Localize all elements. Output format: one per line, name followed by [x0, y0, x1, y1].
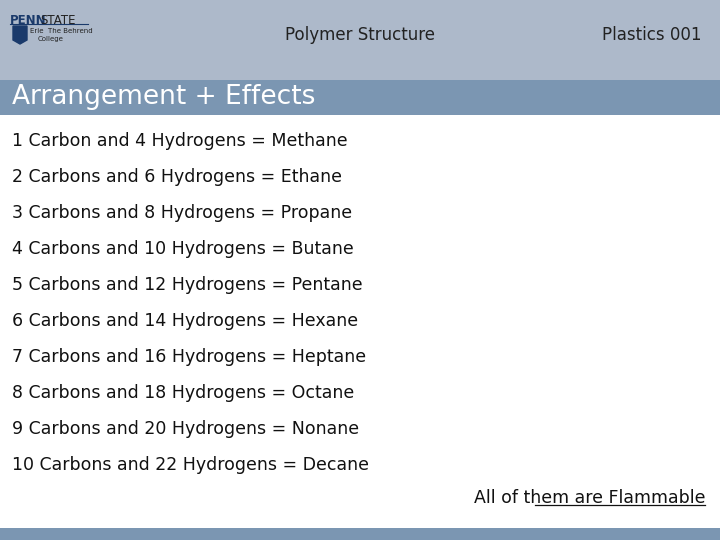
Text: 9 Carbons and 20 Hydrogens = Nonane: 9 Carbons and 20 Hydrogens = Nonane: [12, 420, 359, 438]
Text: 6 Carbons and 14 Hydrogens = Hexane: 6 Carbons and 14 Hydrogens = Hexane: [12, 312, 358, 330]
Bar: [0, 80, 720, 115]
Text: 8 Carbons and 18 Hydrogens = Octane: 8 Carbons and 18 Hydrogens = Octane: [12, 384, 354, 402]
Text: Arrangement + Effects: Arrangement + Effects: [12, 84, 315, 111]
Bar: [0, 80, 720, 528]
Polygon shape: [13, 26, 27, 44]
Text: College: College: [38, 36, 64, 42]
Bar: [0, 528, 720, 540]
Text: PENN: PENN: [10, 14, 47, 27]
Text: 5 Carbons and 12 Hydrogens = Pentane: 5 Carbons and 12 Hydrogens = Pentane: [12, 276, 363, 294]
Text: Erie  The Behrend: Erie The Behrend: [30, 28, 93, 34]
Text: STATE: STATE: [40, 14, 76, 27]
Text: 4 Carbons and 10 Hydrogens = Butane: 4 Carbons and 10 Hydrogens = Butane: [12, 240, 354, 258]
Text: 7 Carbons and 16 Hydrogens = Heptane: 7 Carbons and 16 Hydrogens = Heptane: [12, 348, 366, 366]
Text: All of them are Flammable: All of them are Flammable: [474, 489, 705, 507]
Text: 10 Carbons and 22 Hydrogens = Decane: 10 Carbons and 22 Hydrogens = Decane: [12, 456, 369, 474]
Text: Polymer Structure: Polymer Structure: [285, 26, 435, 44]
Text: 1 Carbon and 4 Hydrogens = Methane: 1 Carbon and 4 Hydrogens = Methane: [12, 132, 348, 150]
Text: 2 Carbons and 6 Hydrogens = Ethane: 2 Carbons and 6 Hydrogens = Ethane: [12, 168, 342, 186]
Text: Plastics 001: Plastics 001: [603, 26, 702, 44]
Text: 3 Carbons and 8 Hydrogens = Propane: 3 Carbons and 8 Hydrogens = Propane: [12, 204, 352, 222]
